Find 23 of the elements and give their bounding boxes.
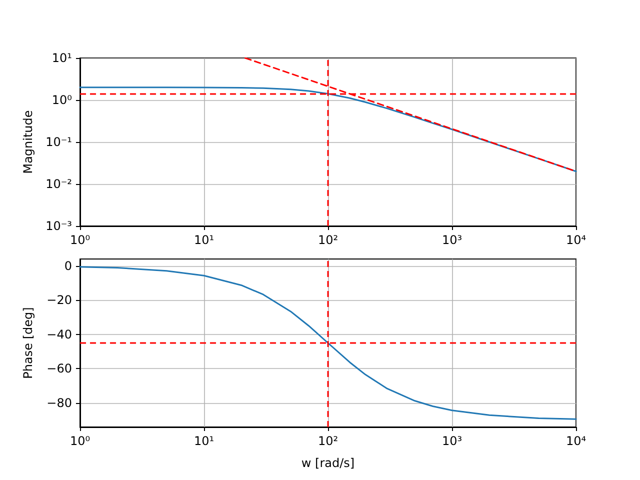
- x-tick-label: 10³: [442, 233, 462, 247]
- y-tick-label: 10⁻³: [46, 219, 72, 233]
- x-tick-label: 10²: [318, 434, 338, 448]
- x-tick-label: 10⁴: [566, 434, 586, 448]
- x-tick-label: 10³: [442, 434, 462, 448]
- y-tick-label: 10⁻¹: [46, 135, 72, 149]
- x-tick-label: 10²: [318, 233, 338, 247]
- y-tick-label: −80: [46, 396, 72, 410]
- y-tick-label: 10¹: [52, 51, 72, 65]
- x-tick-label: 10⁰: [70, 233, 90, 247]
- x-axis-title: w [rad/s]: [301, 456, 355, 470]
- y-axis-title: Magnitude: [21, 110, 35, 174]
- x-tick-label: 10¹: [194, 434, 214, 448]
- y-tick-label: −60: [46, 362, 72, 376]
- y-tick-label: −40: [46, 327, 72, 342]
- y-tick-label: 10⁻²: [46, 177, 72, 191]
- x-tick-label: 10¹: [194, 233, 214, 247]
- y-tick-label: 0: [64, 258, 72, 273]
- y-tick-label: 10⁰: [52, 93, 72, 107]
- y-tick-label: −20: [46, 293, 72, 308]
- x-tick-label: 10⁴: [566, 233, 586, 247]
- y-axis-title: Phase [deg]: [21, 307, 35, 379]
- x-tick-label: 10⁰: [70, 434, 90, 448]
